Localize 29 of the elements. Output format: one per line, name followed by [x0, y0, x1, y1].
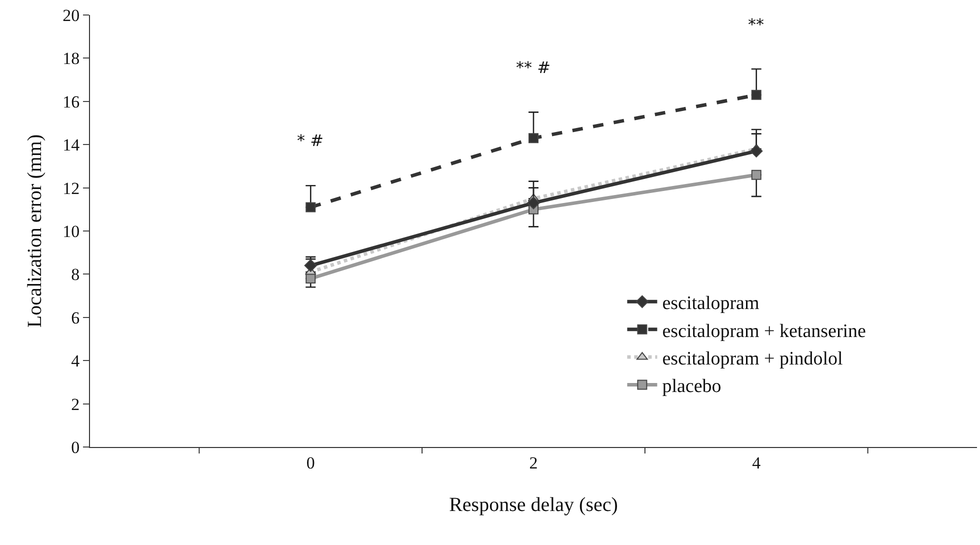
- y-tick-label: 2: [71, 394, 80, 414]
- annotation: * #: [297, 131, 324, 150]
- y-tick-label: 10: [62, 222, 80, 241]
- y-tick-label: 16: [62, 92, 80, 112]
- y-tick-label: 14: [62, 136, 80, 155]
- point: [306, 202, 316, 212]
- legend-label: placebo: [662, 376, 722, 398]
- point: [751, 170, 762, 180]
- point: [528, 133, 538, 144]
- y-tick-label: 8: [71, 265, 80, 284]
- y-tick-label: 6: [71, 308, 80, 328]
- x-axis-title: Response delay (sec): [449, 494, 618, 516]
- y-tick-label: 18: [62, 49, 80, 68]
- y-tick-label: 12: [62, 178, 80, 198]
- x-tick-label: 0: [306, 453, 315, 472]
- y-tick-label: 4: [71, 352, 80, 371]
- point: [527, 196, 540, 210]
- annotation: ** #: [516, 58, 550, 77]
- legend-label: escitalopram + ketanserine: [662, 320, 866, 342]
- legend-label: escitalopram: [662, 293, 760, 314]
- y-tick-label: 20: [62, 6, 80, 25]
- point: [750, 144, 763, 158]
- y-tick-label: 0: [71, 438, 80, 457]
- annotation: **: [748, 15, 764, 34]
- y-axis-title: Localization error (mm): [24, 134, 46, 328]
- x-tick-label: 2: [529, 453, 538, 472]
- legend-label: escitalopram + pindolol: [662, 348, 843, 370]
- x-tick-label: 4: [752, 453, 762, 472]
- point: [751, 90, 762, 100]
